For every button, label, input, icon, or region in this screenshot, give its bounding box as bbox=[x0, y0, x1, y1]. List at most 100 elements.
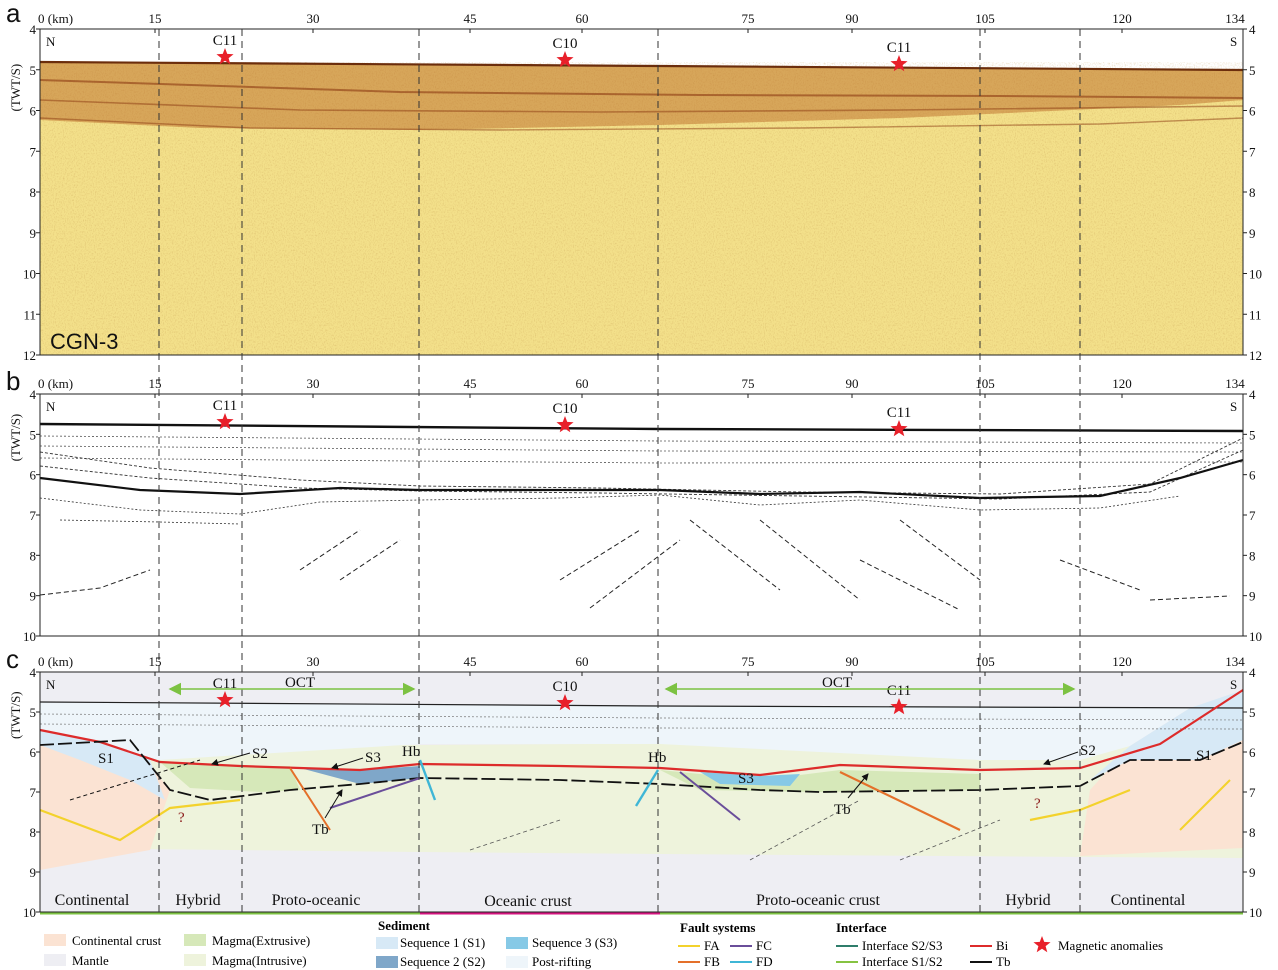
depth-tick-label-left: 9 bbox=[30, 589, 37, 604]
distance-tick-label: 75 bbox=[742, 376, 755, 391]
depth-tick-label-left: 5 bbox=[30, 427, 37, 442]
bi-interface bbox=[39, 689, 1244, 777]
depth-tick-label-left: 8 bbox=[30, 548, 37, 563]
legend-swatch-mantle bbox=[44, 954, 66, 966]
anomaly-label: C11 bbox=[213, 33, 237, 49]
legend: Continental crust Mantle Magma(Extrusive… bbox=[44, 918, 1163, 969]
depth-tick-label-right: 7 bbox=[1249, 144, 1256, 159]
depth-tick-label-right: 10 bbox=[1249, 267, 1262, 282]
depth-tick-label-left: 10 bbox=[23, 905, 36, 920]
legend-fc: FC bbox=[756, 938, 772, 953]
legend-interface-title: Interface bbox=[836, 920, 887, 935]
south-label: S bbox=[1230, 677, 1237, 692]
distance-tick-label: 105 bbox=[975, 376, 995, 391]
depth-tick-label-right: 9 bbox=[1249, 226, 1256, 241]
magnetic-anomaly-star-icon bbox=[556, 694, 574, 711]
tb-left: Tb bbox=[312, 822, 329, 838]
depth-tick-label-right: 9 bbox=[1249, 589, 1256, 604]
magnetic-anomaly-star-icon bbox=[890, 698, 908, 715]
anomaly-label: C11 bbox=[887, 683, 911, 699]
anomaly-label: C11 bbox=[887, 40, 911, 56]
depth-tick-label-right: 4 bbox=[1249, 665, 1256, 680]
legend-faults-title: Fault systems bbox=[680, 920, 755, 935]
depth-tick-label-left: 6 bbox=[30, 468, 37, 483]
depth-tick-label-right: 7 bbox=[1249, 785, 1256, 800]
depth-tick-label-right: 9 bbox=[1249, 865, 1256, 880]
legend-sediment-title: Sediment bbox=[378, 918, 431, 933]
zone-proto-oceanic: Proto-oceanic bbox=[272, 892, 361, 909]
panel-c bbox=[39, 671, 1244, 915]
legend-swatch-s2 bbox=[376, 956, 398, 968]
zone-hybrid-right: Hybrid bbox=[1005, 892, 1050, 909]
tb-right: Tb bbox=[834, 802, 851, 818]
distance-tick-label: 45 bbox=[464, 654, 477, 669]
zone-boundaries bbox=[158, 29, 1081, 912]
reflector-band bbox=[40, 62, 1243, 130]
legend-swatch-s3 bbox=[506, 937, 528, 949]
magma-extrusive-right bbox=[660, 770, 980, 792]
magnetic-anomaly-star-icon bbox=[216, 691, 234, 708]
distance-tick-label: 15 bbox=[149, 376, 162, 391]
panel-letter-c: c bbox=[6, 644, 19, 674]
magnetic-anomaly-star-icon bbox=[556, 51, 574, 68]
depth-tick-label-left: 8 bbox=[30, 825, 37, 840]
hb-left: Hb bbox=[402, 744, 420, 760]
distance-tick-label: 120 bbox=[1112, 654, 1132, 669]
depth-tick-label-left: 11 bbox=[23, 307, 36, 322]
depth-tick-label-left: 8 bbox=[30, 185, 37, 200]
distance-unit-label: 0 (km) bbox=[38, 376, 73, 391]
sequence-2-area bbox=[300, 766, 420, 784]
distance-tick-label: 90 bbox=[846, 376, 859, 391]
anomaly-label: C10 bbox=[552, 679, 577, 695]
legend-s3: Sequence 3 (S3) bbox=[532, 935, 617, 950]
distance-unit-label: 0 (km) bbox=[38, 11, 73, 26]
question-right: ? bbox=[1034, 796, 1041, 812]
depth-tick-label-left: 5 bbox=[30, 63, 37, 78]
legend-tb: Tb bbox=[996, 954, 1010, 969]
depth-tick-label-right: 5 bbox=[1249, 705, 1256, 720]
south-label: S bbox=[1230, 399, 1237, 414]
anomaly-label: C10 bbox=[552, 401, 577, 417]
s1-right: S1 bbox=[1196, 748, 1212, 764]
depth-tick-label-right: 5 bbox=[1249, 427, 1256, 442]
legend-fa: FA bbox=[704, 938, 720, 953]
s2-right: S2 bbox=[1080, 743, 1096, 759]
oct-label-left: OCT bbox=[285, 675, 315, 691]
legend-mantle: Mantle bbox=[72, 953, 109, 968]
legend-star-shape bbox=[1033, 936, 1051, 953]
distance-tick-label: 134 bbox=[1225, 11, 1245, 26]
depth-axis-label: (TWT/S) bbox=[8, 414, 23, 462]
legend-continental: Continental crust bbox=[72, 933, 162, 948]
depth-tick-label-left: 7 bbox=[30, 785, 37, 800]
zone-proto-oceanic-crust: Proto-oceanic crust bbox=[756, 892, 881, 909]
panel-letter-a: a bbox=[6, 0, 21, 28]
legend-s2: Sequence 2 (S2) bbox=[400, 954, 485, 969]
panel-b bbox=[39, 393, 1244, 637]
distance-tick-label: 60 bbox=[576, 376, 589, 391]
depth-tick-label-right: 10 bbox=[1249, 905, 1262, 920]
s1-left: S1 bbox=[98, 751, 114, 767]
legend-swatch-s1 bbox=[376, 937, 398, 949]
legend-magma-int: Magma(Intrusive) bbox=[212, 953, 307, 968]
depth-tick-label-right: 6 bbox=[1249, 745, 1256, 760]
depth-tick-label-right: 4 bbox=[1249, 387, 1256, 402]
north-label: N bbox=[46, 677, 56, 692]
north-label: N bbox=[46, 34, 56, 49]
distance-tick-label: 15 bbox=[149, 11, 162, 26]
magnetic-anomaly-star-icon bbox=[890, 420, 908, 437]
zone-continental-left: Continental bbox=[55, 892, 130, 909]
legend-s1s2: Interface S1/S2 bbox=[862, 954, 943, 969]
depth-tick-label-right: 8 bbox=[1249, 548, 1256, 563]
north-label: N bbox=[46, 399, 56, 414]
legend-magma-ext: Magma(Extrusive) bbox=[212, 933, 310, 948]
depth-tick-label-right: 8 bbox=[1249, 825, 1256, 840]
legend-star-icon bbox=[1033, 936, 1051, 953]
legend-post: Post-rifting bbox=[532, 954, 592, 969]
tb-interface bbox=[39, 739, 1244, 801]
distance-tick-label: 134 bbox=[1225, 654, 1245, 669]
legend-swatch-magma-ext bbox=[184, 934, 206, 946]
distance-tick-label: 45 bbox=[464, 376, 477, 391]
zone-hybrid-left: Hybrid bbox=[175, 892, 220, 909]
distance-tick-label: 90 bbox=[846, 11, 859, 26]
